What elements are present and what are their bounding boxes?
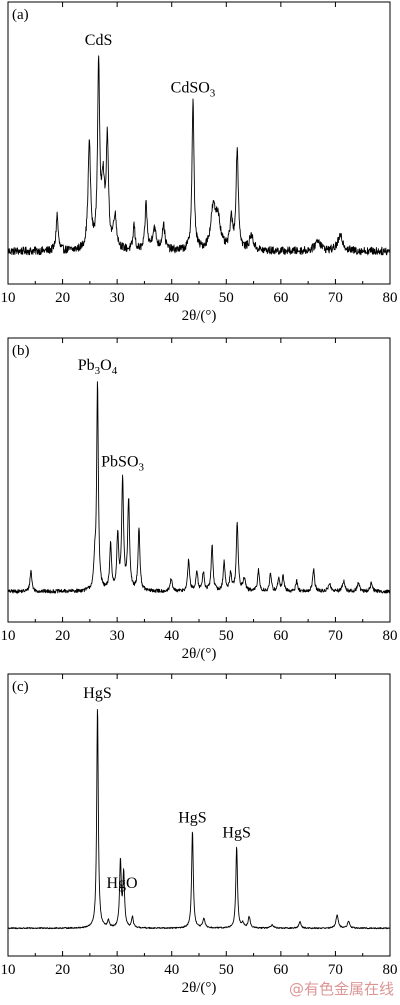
panel-label: (c)	[12, 679, 29, 695]
peak-annotation: Pb3O4	[78, 357, 118, 377]
panel-label: (a)	[12, 7, 29, 23]
x-tick-label: 30	[110, 290, 125, 306]
x-tick-label: 80	[383, 290, 398, 306]
x-tick-label: 30	[110, 628, 125, 644]
peak-annotation: HgS	[83, 685, 111, 702]
x-tick-label: 10	[1, 290, 16, 306]
peak-annotation: HgS	[178, 809, 206, 826]
x-tick-label: 10	[1, 962, 16, 978]
x-tick-label: 20	[55, 290, 70, 306]
panel-a: 10 20 30 40 50 60 70 80 2θ/(°) (a) CdS CdSO3	[1, 1, 398, 324]
x-tick-label: 10	[1, 628, 16, 644]
peak-annotation: CdSO3	[171, 79, 216, 99]
x-tick-label: 50	[219, 962, 234, 978]
x-tick-label: 80	[383, 962, 398, 978]
x-tick-label: 40	[164, 962, 179, 978]
x-tick-label: 40	[164, 290, 179, 306]
x-tick-label: 50	[219, 290, 234, 306]
panel-label: (b)	[12, 343, 30, 359]
x-axis-label: 2θ/(°)	[182, 646, 217, 662]
panel-c: 10 20 30 40 50 60 70 80 2θ/(°) (c) HgS HgO HgS HgS	[1, 673, 398, 996]
x-tick-label: 60	[273, 962, 288, 978]
peak-annotation: HgO	[106, 875, 137, 892]
watermark-text: @有色金属在线	[288, 980, 394, 998]
x-tick-label: 30	[110, 962, 125, 978]
peak-annotation: HgS	[222, 825, 250, 842]
peak-annotation: CdS	[85, 32, 113, 49]
x-tick-label: 60	[273, 628, 288, 644]
x-axis-label: 2θ/(°)	[182, 308, 217, 324]
x-axis-label: 2θ/(°)	[182, 980, 217, 996]
peak-annotation: PbSO3	[101, 453, 144, 473]
x-tick-label: 80	[383, 628, 398, 644]
xrd-pattern-line	[7, 709, 390, 930]
x-tick-label: 60	[273, 290, 288, 306]
x-tick-label: 20	[55, 628, 70, 644]
xrd-pattern-line	[7, 55, 391, 256]
x-tick-label: 70	[328, 628, 343, 644]
x-tick-label: 70	[328, 290, 343, 306]
x-tick-label: 40	[164, 628, 179, 644]
panel-b: 10 20 30 40 50 60 70 80 2θ/(°) (b) Pb3O4 PbSO3	[1, 337, 398, 662]
x-tick-label: 20	[55, 962, 70, 978]
x-tick-label: 50	[219, 628, 234, 644]
x-tick-label: 70	[328, 962, 343, 978]
plot-frame	[7, 337, 391, 623]
xrd-pattern-line	[7, 381, 391, 594]
